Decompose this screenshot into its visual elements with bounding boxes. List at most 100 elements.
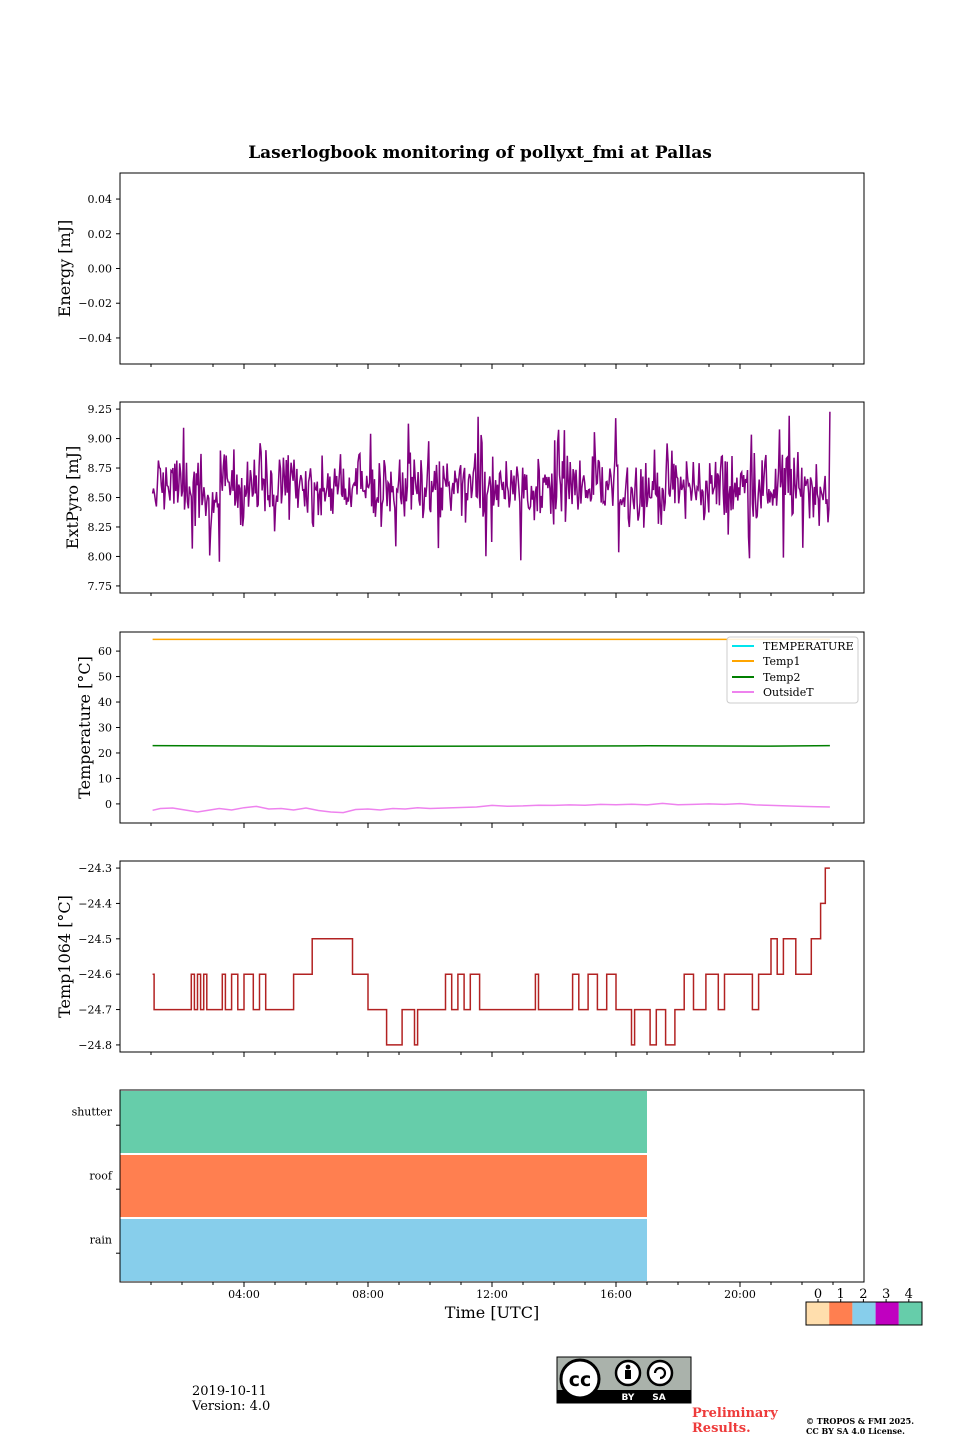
ytick-label: −24.4	[78, 897, 112, 910]
ytick-label: 8.50	[88, 492, 113, 505]
flag-category-rain: rain	[90, 1234, 112, 1247]
flags-xlabel: Time [UTC]	[445, 1303, 539, 1322]
extpyro-xticks	[150, 593, 834, 598]
cc-icon	[559, 1358, 601, 1400]
energy-axes-frame	[119, 172, 865, 365]
ytick-label: 8.75	[88, 462, 113, 475]
ytick-label: −0.04	[78, 332, 112, 345]
extpyro-yticks: 9.25 9.00 8.75 8.50 8.25 8.00 7.75	[88, 403, 120, 593]
colorbar-cell-3	[875, 1302, 899, 1325]
footer-version: Version: 4.0	[192, 1399, 271, 1414]
flag-category-shutter: shutter	[72, 1106, 113, 1119]
extpyro-ylabel: ExtPyro [mJ]	[63, 446, 82, 549]
ytick-label: −0.02	[78, 297, 112, 310]
ytick-label: 0.00	[88, 263, 113, 276]
ytick-label: 60	[98, 645, 112, 658]
colorbar-tick-label: 0	[814, 1287, 822, 1302]
legend-label-temp1: Temp1	[763, 655, 800, 668]
ytick-label: 0.04	[88, 193, 113, 206]
ytick-label: 8.25	[88, 521, 113, 534]
ytick-label: −24.3	[78, 862, 112, 875]
figure-title: Laserlogbook monitoring of pollyxt_fmi a…	[248, 143, 712, 163]
flag-bars	[120, 1091, 647, 1281]
ytick-label: 10	[98, 772, 112, 785]
temp1064-yticks: −24.3 −24.4 −24.5 −24.6 −24.7 −24.8	[78, 862, 120, 1052]
temperature-ylabel: Temperature [°C]	[75, 656, 94, 799]
colorbar-tick-label: 3	[882, 1287, 890, 1302]
xtick-label: 08:00	[352, 1288, 384, 1301]
colorbar-cell-2	[852, 1302, 876, 1325]
ytick-label: −24.7	[78, 1004, 112, 1017]
preliminary-line1: Preliminary	[692, 1406, 778, 1421]
colorbar-tick-label: 4	[905, 1287, 913, 1302]
footer-date: 2019-10-11	[192, 1384, 267, 1399]
cc-by-label: BY	[622, 1393, 635, 1403]
temp2-line	[152, 744, 830, 748]
xtick-label: 04:00	[228, 1288, 260, 1301]
temp1064-xticks	[150, 1052, 834, 1057]
temp1064-ylabel: Temp1064 [°C]	[55, 895, 74, 1018]
flag-category-labels: shutter roof rain	[72, 1106, 120, 1254]
colorbar-cell-0	[806, 1302, 830, 1325]
legend-label-temp2: Temp2	[763, 671, 800, 684]
energy-yticks: 0.04 0.02 0.00 −0.02 −0.04	[78, 193, 120, 345]
energy-ylabel: Energy [mJ]	[55, 220, 74, 318]
cc-icon-letters: cc	[569, 1369, 592, 1391]
temperature-yticks: 60 50 40 30 20 10 0	[98, 645, 120, 811]
temperature-legend: TEMPERATURE Temp1 Temp2 OutsideT	[726, 636, 859, 704]
colorbar-tick-label: 2	[859, 1287, 867, 1302]
colorbar-tick-label: 1	[837, 1287, 845, 1302]
temp1064-axes-frame	[119, 860, 865, 1053]
flag-category-roof: roof	[89, 1170, 113, 1183]
preliminary-results-note: Preliminary Results.	[692, 1406, 778, 1436]
sa-icon-arrow	[653, 1366, 667, 1380]
ytick-label: 0	[105, 798, 112, 811]
by-icon-head	[625, 1364, 631, 1370]
ytick-label: −24.8	[78, 1039, 112, 1052]
cc-sa-label: SA	[652, 1393, 665, 1403]
ytick-label: −24.6	[78, 968, 112, 981]
copyright-line2: CC BY SA 4.0 License.	[806, 1426, 905, 1436]
colorbar-frame	[805, 1301, 923, 1326]
ytick-label: 0.02	[88, 228, 113, 241]
sa-icon	[646, 1359, 674, 1387]
copyright-note: © TROPOS & FMI 2025. CC BY SA 4.0 Licens…	[806, 1416, 914, 1436]
copyright-line1: © TROPOS & FMI 2025.	[806, 1416, 915, 1426]
flags-panel: shutter roof rain 04:00 08:00 12:00 16:00 20:0…	[72, 1089, 865, 1322]
ytick-label: 50	[98, 671, 112, 684]
colorbar-cells	[806, 1302, 922, 1325]
temp1064-panel: Temp1064 [°C] −24.3−24.4−24.5−24.6−24.7−…	[55, 860, 865, 1057]
flag-bar-shutter	[120, 1091, 647, 1153]
cc-license-badge: cc BY SA	[556, 1356, 692, 1404]
outsideT-line	[152, 802, 830, 814]
ytick-label: 40	[98, 696, 112, 709]
xtick-label: 16:00	[600, 1288, 632, 1301]
temperature-xticks	[150, 823, 834, 828]
extpyro-panel: ExtPyro [mJ] 9.25 9.00 8.75 8.50 8.25 8.00 7.7…	[63, 401, 865, 598]
flags-xtick-labels: 04:00 08:00 12:00 16:00 20:00	[228, 1288, 756, 1301]
legend-frame	[726, 636, 859, 704]
ytick-label: 7.75	[88, 580, 113, 593]
colorbar-cell-1	[829, 1302, 853, 1325]
ytick-label: −24.5	[78, 933, 112, 946]
colorbar-cell-4	[898, 1302, 922, 1325]
flag-bar-roof	[120, 1155, 647, 1217]
ytick-label: 20	[98, 747, 112, 760]
xtick-label: 12:00	[476, 1288, 508, 1301]
xtick-label: 20:00	[724, 1288, 756, 1301]
flag-bar-rain	[120, 1219, 647, 1281]
ytick-label: 8.00	[88, 550, 113, 563]
extpyro-line	[151, 411, 831, 562]
by-icon-body	[625, 1370, 631, 1379]
legend-label-temperature: TEMPERATURE	[763, 640, 854, 653]
preliminary-line2: Results.	[692, 1421, 751, 1436]
ytick-label: 9.00	[88, 433, 113, 446]
ytick-label: 9.25	[88, 403, 113, 416]
flags-xticks	[150, 1282, 834, 1287]
footer-date-version: 2019-10-11 Version: 4.0	[192, 1384, 270, 1414]
energy-xticks	[150, 364, 834, 369]
legend-label-outsideT: OutsideT	[763, 686, 814, 699]
